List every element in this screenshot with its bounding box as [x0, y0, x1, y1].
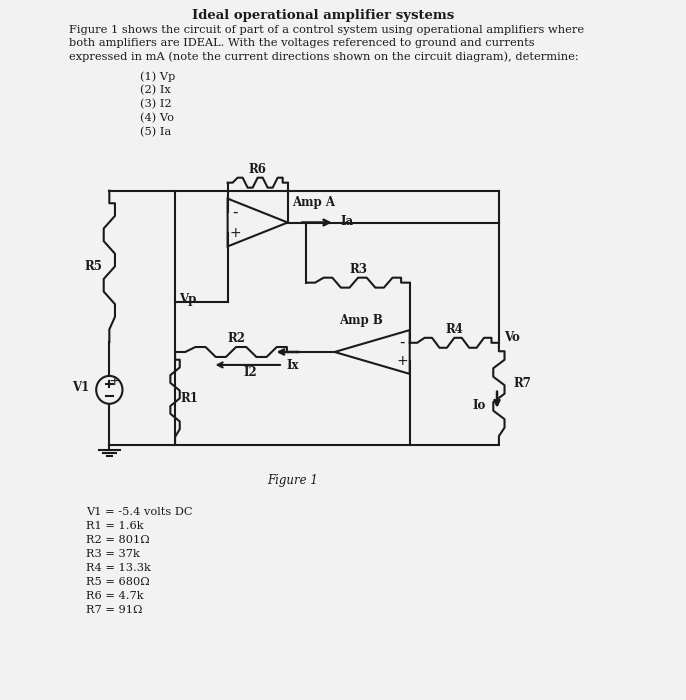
Text: R4 = 13.3k: R4 = 13.3k — [86, 564, 151, 573]
Text: +: + — [229, 225, 241, 239]
Text: (3) I2: (3) I2 — [141, 99, 172, 109]
Text: R6 = 4.7k: R6 = 4.7k — [86, 591, 143, 601]
Text: R6: R6 — [249, 163, 267, 176]
Text: R7 = 91Ω: R7 = 91Ω — [86, 605, 143, 615]
Text: V1 = -5.4 volts DC: V1 = -5.4 volts DC — [86, 508, 192, 517]
Text: Figure 1 shows the circuit of part of a control system using operational amplifi: Figure 1 shows the circuit of part of a … — [69, 25, 584, 35]
Text: R5 = 680Ω: R5 = 680Ω — [86, 577, 150, 587]
Text: R1 = 1.6k: R1 = 1.6k — [86, 522, 143, 531]
Text: +: + — [397, 354, 408, 368]
Text: (1) Vp: (1) Vp — [141, 71, 176, 82]
Text: Vo: Vo — [504, 331, 521, 344]
Text: (2) Ix: (2) Ix — [141, 85, 171, 95]
Text: Vp: Vp — [179, 293, 196, 306]
Text: Amp A: Amp A — [292, 196, 335, 209]
Text: R4: R4 — [445, 323, 463, 336]
Text: expressed in mA (note the current directions shown on the circuit diagram), dete: expressed in mA (note the current direct… — [69, 51, 578, 62]
Text: both amplifiers are IDEAL. With the voltages referenced to ground and currents: both amplifiers are IDEAL. With the volt… — [69, 38, 534, 48]
Text: R3: R3 — [349, 263, 367, 276]
Text: +: + — [108, 374, 120, 388]
Text: R5: R5 — [84, 260, 102, 273]
Text: Figure 1: Figure 1 — [267, 473, 318, 486]
Text: V1: V1 — [73, 382, 90, 394]
Text: R2 = 801Ω: R2 = 801Ω — [86, 536, 150, 545]
Text: -: - — [399, 335, 405, 350]
Text: I2: I2 — [244, 366, 257, 379]
Text: Ix: Ix — [286, 359, 298, 372]
Text: R7: R7 — [514, 377, 532, 390]
Text: Ia: Ia — [340, 215, 353, 228]
Text: (5) Ia: (5) Ia — [141, 127, 172, 137]
Text: R3 = 37k: R3 = 37k — [86, 550, 140, 559]
Text: (4) Vo: (4) Vo — [141, 113, 174, 123]
Text: Ideal operational amplifier systems: Ideal operational amplifier systems — [192, 9, 455, 22]
Text: Amp B: Amp B — [340, 314, 383, 327]
Text: -: - — [233, 205, 238, 220]
Text: Io: Io — [473, 399, 486, 412]
Text: R1: R1 — [180, 392, 198, 405]
Text: R2: R2 — [227, 332, 245, 344]
